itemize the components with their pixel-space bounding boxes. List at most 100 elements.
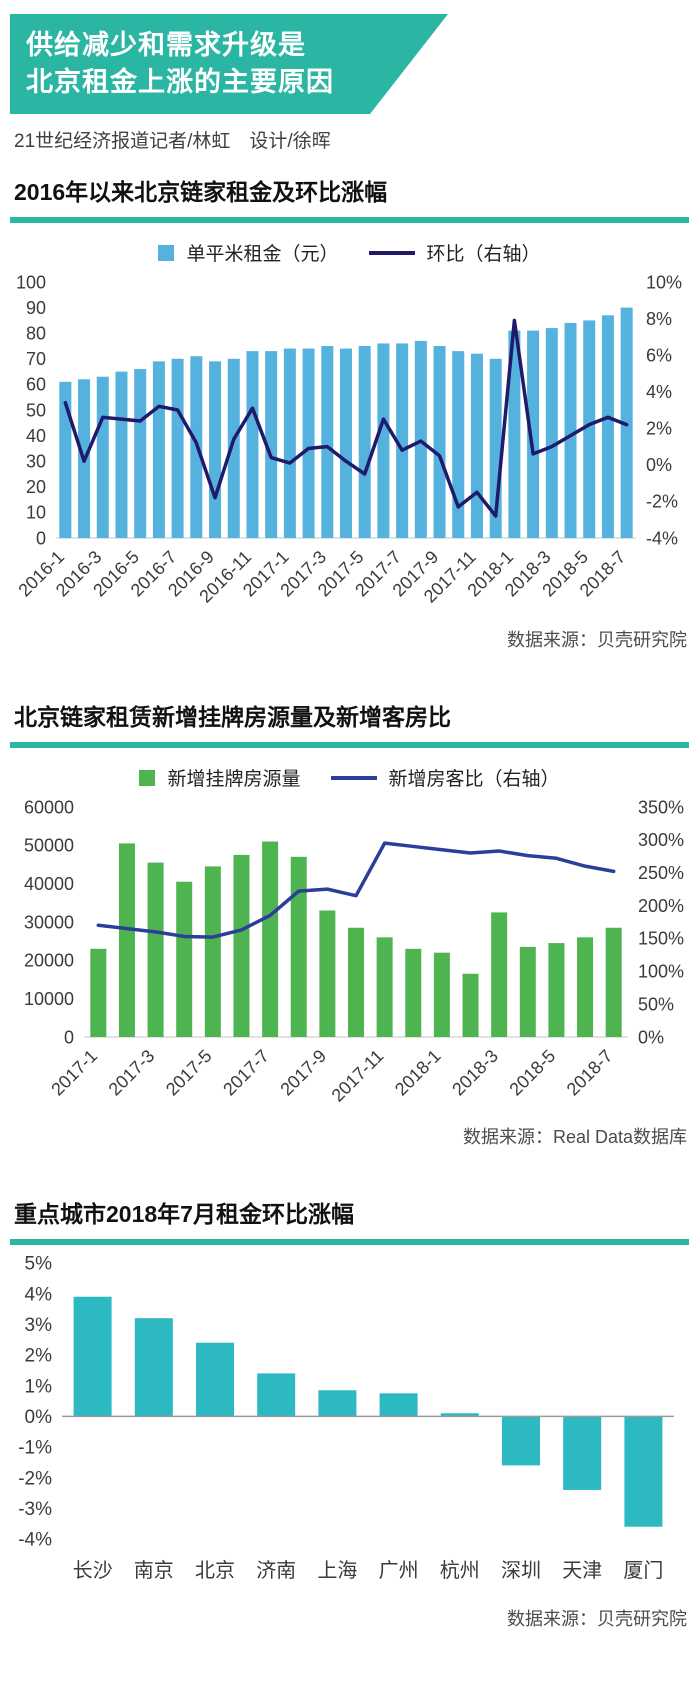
bar-2018-3 — [545, 328, 558, 538]
left-axis-tick-label: 5% — [25, 1254, 53, 1275]
right-axis-tick-label: 300% — [638, 830, 684, 850]
header: 供给减少和需求升级是 北京租金上涨的主要原因 21世纪经济报道记者/林虹 设计/… — [10, 14, 689, 153]
bar-2017-6 — [233, 854, 250, 1037]
infographic-page: 供给减少和需求升级是 北京租金上涨的主要原因 21世纪经济报道记者/林虹 设计/… — [10, 0, 689, 1631]
legend-bar-swatch — [139, 769, 156, 786]
bar-2017-7 — [396, 343, 409, 538]
right-axis-tick-label: 4% — [646, 382, 672, 402]
bar-2018-1 — [508, 330, 521, 538]
right-axis-tick-label: -4% — [646, 528, 678, 548]
bar-2017-1 — [90, 948, 107, 1037]
bar-2017-11 — [376, 937, 393, 1037]
bar-2017-11 — [470, 353, 483, 538]
page-title-line-2: 北京租金上涨的主要原因 — [26, 67, 334, 97]
bar-2017-3 — [321, 346, 334, 538]
left-axis-tick-label: 0 — [36, 528, 46, 548]
right-axis-tick-label: 350% — [638, 797, 684, 817]
data-source-city-chart: 数据来源：贝壳研究院 — [507, 1609, 687, 1629]
right-axis-tick-label: 100% — [638, 962, 684, 982]
bar-2018-5 — [583, 320, 596, 538]
x-axis-tick-label: 杭州 — [440, 1559, 480, 1582]
left-axis-tick-label: 40 — [26, 426, 46, 446]
bar-2016-11 — [246, 351, 259, 538]
left-axis-tick-label: 50 — [26, 400, 46, 420]
section-title-city-comparison: 重点城市2018年7月租金环比涨幅 — [14, 1201, 354, 1227]
bar-2017-5 — [204, 866, 221, 1037]
byline: 21世纪经济报道记者/林虹 设计/徐晖 — [14, 131, 331, 152]
bar-2017-2 — [302, 348, 315, 538]
bar-2017-4 — [340, 348, 352, 538]
bar-2017-12 — [405, 948, 422, 1037]
title-banner: 供给减少和需求升级是 北京租金上涨的主要原因 — [10, 14, 448, 114]
left-axis-tick-label: 20 — [26, 477, 46, 497]
bar-2018-4 — [564, 322, 577, 538]
bar-2018-6 — [601, 315, 614, 538]
left-axis-tick-label: -3% — [18, 1499, 52, 1520]
bar-北京 — [196, 1342, 234, 1417]
listings-and-ratio-combo-chart: 0 10000 20000 30000 40000 50000 60000 0% 50% 100%… — [24, 797, 684, 1106]
x-axis-tick-label: 天津 — [562, 1559, 602, 1582]
x-axis-tick-label: 长沙 — [73, 1559, 113, 1582]
legend-bar-label: 单平米租金（元） — [186, 244, 339, 265]
bar-2017-5 — [358, 346, 371, 538]
bar-2018-2 — [527, 330, 540, 538]
left-axis-tick-label: 30000 — [24, 912, 74, 932]
left-axis-tick-label: 10000 — [24, 989, 74, 1009]
x-axis-tick-label: 2017-11 — [328, 1046, 388, 1106]
trend-line — [96, 841, 616, 939]
left-axis-tick-label: 80 — [26, 324, 46, 344]
bar-2016-7 — [171, 358, 184, 538]
right-axis-tick-label: -2% — [646, 492, 678, 512]
right-axis-tick-label: 10% — [646, 272, 682, 292]
bar-2018-3 — [491, 912, 508, 1037]
right-axis-tick-label: 6% — [646, 345, 672, 365]
x-axis-tick-label: 南京 — [134, 1559, 174, 1582]
left-axis-tick-label: 70 — [26, 349, 46, 369]
right-axis-tick-label: 0% — [638, 1027, 664, 1047]
legend-line-swatch — [330, 775, 377, 780]
section-divider — [10, 742, 689, 748]
right-axis-tick-label: 8% — [646, 309, 672, 329]
bar-2017-4 — [176, 881, 193, 1037]
left-axis-tick-label: 0% — [25, 1407, 53, 1428]
right-axis-tick-label: 2% — [646, 419, 672, 439]
bar-上海 — [318, 1390, 357, 1417]
bar-2016-6 — [152, 361, 165, 538]
bar-广州 — [379, 1393, 418, 1417]
data-source-listings-chart: 数据来源：Real Data数据库 — [462, 1127, 687, 1147]
left-axis-tick-label: -1% — [18, 1438, 52, 1459]
bar-济南 — [257, 1373, 296, 1417]
bar-2018-1 — [433, 952, 450, 1037]
section-city-comparison: 重点城市2018年7月租金环比涨幅 5% 4% 3% 2% 1% 0% -1% -2% -3% -… — [10, 1195, 689, 1631]
bar-2018-5 — [548, 943, 565, 1037]
bar-2017-10 — [452, 351, 465, 538]
x-axis-tick-label: 2018-1 — [391, 1046, 445, 1100]
listings-chart-legend: 新增挂牌房源量 新增房客比（右轴） — [10, 764, 689, 791]
bar-2018-4 — [519, 946, 536, 1037]
x-axis-tick-label: 济南 — [256, 1559, 296, 1582]
section-title-rent-trend: 2016年以来北京链家租金及环比涨幅 — [14, 179, 388, 205]
bar-2017-10 — [348, 927, 364, 1037]
bar-2017-7 — [262, 841, 279, 1037]
right-axis-tick-label: 200% — [638, 896, 684, 916]
bar-2016-5 — [134, 369, 147, 538]
bar-2016-12 — [265, 351, 278, 538]
legend-bar-swatch — [158, 244, 175, 261]
x-axis-tick-label: 厦门 — [623, 1559, 663, 1582]
x-axis-tick-label: 2017-3 — [105, 1046, 159, 1100]
rent-chart-legend: 单平米租金（元） 环比（右轴） — [10, 239, 689, 266]
bar-2018-7 — [605, 927, 622, 1037]
trend-line — [63, 318, 629, 518]
section-listings: 北京链家租赁新增挂牌房源量及新增客房比 新增挂牌房源量 新增房客比（右轴） 0 1… — [10, 698, 689, 1149]
legend-line-label: 新增房客比（右轴） — [388, 769, 560, 790]
x-axis-tick-label: 广州 — [379, 1559, 419, 1582]
x-axis-tick-label: 2017-1 — [47, 1046, 101, 1100]
left-axis-tick-label: 10 — [26, 503, 46, 523]
bar-2017-9 — [319, 910, 336, 1037]
bar-2016-9 — [209, 361, 222, 538]
right-axis-tick-label: 250% — [638, 863, 684, 883]
left-axis-tick-label: 1% — [25, 1376, 53, 1397]
left-axis-tick-label: -4% — [18, 1530, 52, 1551]
bar-2017-6 — [377, 343, 390, 538]
bar-2016-4 — [115, 371, 128, 538]
